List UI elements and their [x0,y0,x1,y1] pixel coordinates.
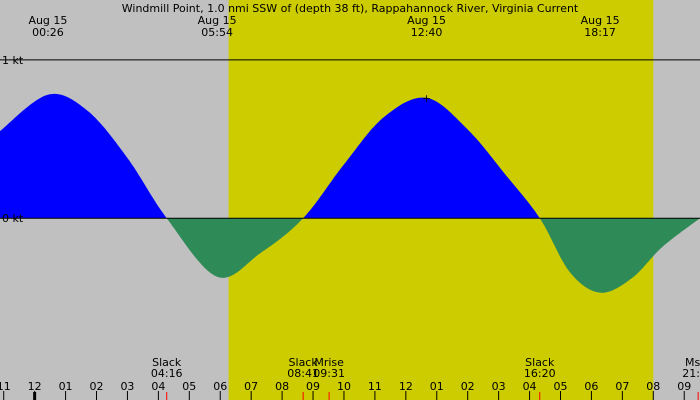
midnight-tick [33,392,37,400]
top-label-time: 05:54 [201,26,233,39]
event-time-label: 09:31 [313,367,345,380]
y-tick-label: 1 kt [2,54,24,67]
event-time-label: 16:20 [524,367,556,380]
event-name-label: Slack [289,356,319,369]
top-label-time: 12:40 [411,26,443,39]
event-time-label: 08:41 [287,367,319,380]
x-tick-label: 01 [430,380,444,393]
x-tick-label: 06 [213,380,227,393]
top-label-date: Aug 15 [28,14,67,27]
x-tick-label: 03 [492,380,506,393]
event-name-label: Mset [685,356,700,369]
x-tick-label: 02 [461,380,475,393]
x-tick-label: 05 [553,380,567,393]
max-current-marker: + [422,92,431,105]
y-tick-label: 0 kt [2,212,24,225]
flood-current-area [0,93,700,219]
x-tick-label: 08 [275,380,289,393]
x-tick-label: 10 [337,380,351,393]
top-label-time: 18:17 [584,26,616,39]
chart-title: Windmill Point, 1.0 nmi SSW of (depth 38… [122,2,579,15]
top-label-time: 00:26 [32,26,64,39]
event-name-label: Slack [152,356,182,369]
x-tick-label: 07 [615,380,629,393]
x-tick-label: 11 [368,380,382,393]
event-time-label: 21:27 [682,367,700,380]
x-tick-label: 09 [677,380,691,393]
x-tick-label: 08 [646,380,660,393]
ebb-current-area [0,218,700,293]
event-labels-group: Slack04:16Slack08:41Mrise09:31Slack16:20… [151,356,700,380]
x-tick-label: 02 [90,380,104,393]
x-tick-label: 12 [399,380,413,393]
x-tick-label: 12 [28,380,42,393]
x-tick-label: 06 [584,380,598,393]
x-tick-label: 03 [120,380,134,393]
top-label-date: Aug 15 [407,14,446,27]
x-tick-label: 07 [244,380,258,393]
x-tick-label: 04 [523,380,537,393]
x-tick-label: 05 [182,380,196,393]
x-tick-label: 01 [59,380,73,393]
x-tick-label: 11 [0,380,11,393]
event-name-label: Mrise [314,356,344,369]
x-tick-label: 09 [306,380,320,393]
x-axis-ticks-group: 11 12 01 02 03 04 05 06 07 08 09 10 11 12 01 02 03 04 05 06… [0,380,699,400]
top-label-date: Aug 15 [198,14,237,27]
x-tick-label: 04 [151,380,165,393]
top-label-date: Aug 15 [581,14,620,27]
event-name-label: Slack [525,356,555,369]
y-axis-labels: 1 kt 0 kt [2,54,24,225]
event-time-label: 04:16 [151,367,183,380]
